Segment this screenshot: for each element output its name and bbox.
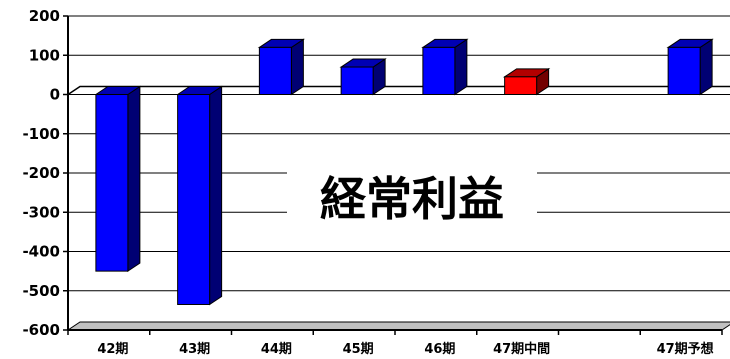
floor-plane <box>66 321 730 331</box>
bar-side <box>699 38 713 96</box>
y-tick-label: -400 <box>22 243 60 261</box>
bar-front <box>422 46 456 95</box>
bar-front <box>258 46 292 95</box>
chart-title-background <box>287 165 537 229</box>
bar-front <box>340 66 374 96</box>
bar-front <box>504 76 538 96</box>
bar-side <box>454 38 468 96</box>
bar <box>339 58 387 96</box>
bar-front <box>667 46 701 95</box>
chart-floor <box>66 321 730 331</box>
bar-front <box>95 94 129 272</box>
bar <box>257 38 306 96</box>
y-tick-label: -100 <box>22 125 60 143</box>
x-category-label: 44期 <box>261 342 292 357</box>
y-axis-tick-labels: 200 100 0 -100 -200 -300 -400 -500 -600 <box>22 7 60 339</box>
y-tick-label: -600 <box>22 321 60 339</box>
bar <box>175 85 224 306</box>
x-axis-category-labels: 42期 43期 44期 45期 46期 47期中間 47期予想 <box>97 341 713 357</box>
y-tick-label: 100 <box>29 46 60 64</box>
chart-title: 経常利益 <box>320 172 504 226</box>
x-category-label: 45期 <box>343 342 374 357</box>
x-category-label: 46期 <box>424 342 455 357</box>
x-category-label: 43期 <box>179 342 210 357</box>
y-tick-label: -500 <box>22 282 60 300</box>
x-category-label: 42期 <box>97 342 128 357</box>
bar <box>502 67 551 96</box>
bar-side <box>290 38 304 96</box>
y-tick-label: 200 <box>29 7 60 25</box>
bar <box>421 38 469 96</box>
y-tick-label: 0 <box>50 86 60 104</box>
bar <box>94 85 142 273</box>
y-tick-label: -300 <box>22 203 60 221</box>
bars <box>94 38 714 306</box>
zero-baseline <box>67 85 730 96</box>
bar <box>666 38 714 96</box>
bar-side <box>209 85 223 306</box>
y-tick-label: -200 <box>22 164 60 182</box>
chart-title-group: 経常利益 <box>287 165 537 229</box>
x-category-label: 47期中間 <box>493 341 550 357</box>
bar-side <box>127 85 141 273</box>
x-category-label: 47期予想 <box>657 341 714 357</box>
bar-front <box>177 94 211 305</box>
gridlines <box>68 15 730 292</box>
